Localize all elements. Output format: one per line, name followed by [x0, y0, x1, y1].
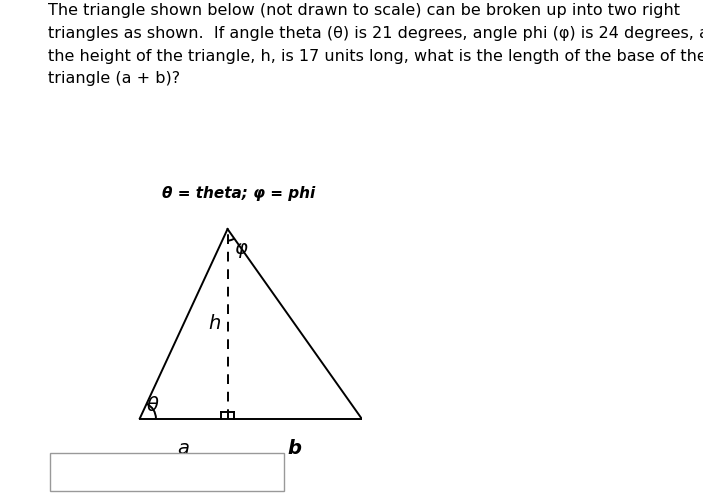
- FancyBboxPatch shape: [50, 453, 285, 491]
- Text: θ: θ: [146, 396, 158, 415]
- Text: a: a: [178, 439, 190, 458]
- Text: b: b: [288, 439, 302, 458]
- Text: The triangle shown below (not drawn to scale) can be broken up into two right
tr: The triangle shown below (not drawn to s…: [48, 3, 703, 86]
- Text: h: h: [209, 314, 221, 333]
- Text: θ = theta; φ = phi: θ = theta; φ = phi: [162, 186, 316, 201]
- Text: φ: φ: [234, 239, 247, 258]
